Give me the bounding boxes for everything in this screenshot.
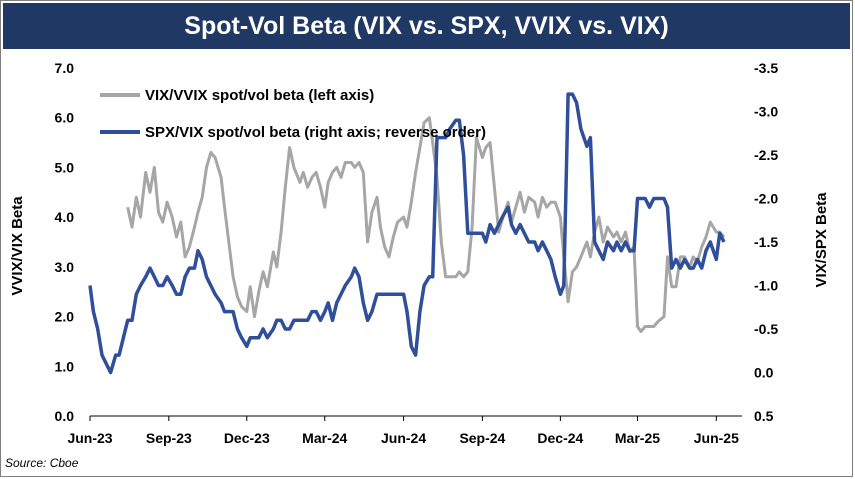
right-tick-label: -1.0 bbox=[754, 278, 778, 294]
source-note: Source: Cboe bbox=[5, 456, 79, 470]
x-tick-label: Mar-25 bbox=[615, 430, 660, 446]
x-tick-label: Sep-24 bbox=[459, 430, 505, 446]
x-axis-ticks: Jun-23 Sep-23 Dec-23 Mar-24 Jun-24 Sep-24 Dec-… bbox=[67, 416, 739, 446]
left-tick-label: 5.0 bbox=[55, 159, 75, 175]
right-tick-label: -0.5 bbox=[754, 321, 778, 337]
right-tick-label: -2.5 bbox=[754, 147, 778, 163]
left-tick-label: 4.0 bbox=[55, 209, 75, 225]
x-tick-label: Jun-25 bbox=[694, 430, 739, 446]
right-tick-label: -1.5 bbox=[754, 234, 778, 250]
x-tick-label: Mar-24 bbox=[302, 430, 347, 446]
series-layer bbox=[88, 92, 726, 375]
x-tick-label: Dec-23 bbox=[224, 430, 270, 446]
chart-title: Spot-Vol Beta (VIX vs. SPX, VVIX vs. VIX… bbox=[3, 3, 850, 49]
x-tick-label: Sep-23 bbox=[146, 430, 192, 446]
x-tick-label: Jun-24 bbox=[381, 430, 426, 446]
left-tick-label: 3.0 bbox=[55, 259, 75, 275]
left-axis-title: VVIX/VIX Beta bbox=[9, 196, 26, 296]
legend: VIX/VVIX spot/vol beta (left axis) SPX/VI… bbox=[100, 87, 486, 141]
right-tick-label: -3.0 bbox=[754, 104, 778, 120]
right-tick-label: -3.5 bbox=[754, 60, 778, 76]
right-axis-title: VIX/SPX Beta bbox=[813, 192, 830, 288]
right-axis-ticks: 0.5 0.0 -0.5 -1.0 -1.5 -2.0 -2.5 -3.0 -3.5 bbox=[754, 60, 778, 424]
legend-label-spx-vix: SPX/VIX spot/vol beta (right axis; rever… bbox=[145, 124, 486, 141]
x-tick-label: Jun-23 bbox=[67, 430, 112, 446]
legend-label-vix-vvix: VIX/VVIX spot/vol beta (left axis) bbox=[145, 87, 374, 104]
right-tick-label: 0.0 bbox=[754, 365, 774, 381]
right-tick-label: -2.0 bbox=[754, 191, 778, 207]
left-tick-label: 1.0 bbox=[55, 358, 75, 374]
right-tick-label: 0.5 bbox=[754, 408, 774, 424]
left-tick-label: 0.0 bbox=[55, 408, 75, 424]
series-line-spx-vix bbox=[88, 92, 726, 375]
left-tick-label: 7.0 bbox=[55, 60, 75, 76]
series-line-vix-vvix bbox=[126, 116, 726, 333]
left-axis-ticks: 0.0 1.0 2.0 3.0 4.0 5.0 6.0 7.0 bbox=[55, 60, 75, 424]
left-tick-label: 2.0 bbox=[55, 309, 75, 325]
x-tick-label: Dec-24 bbox=[537, 430, 583, 446]
left-tick-label: 6.0 bbox=[55, 110, 75, 126]
